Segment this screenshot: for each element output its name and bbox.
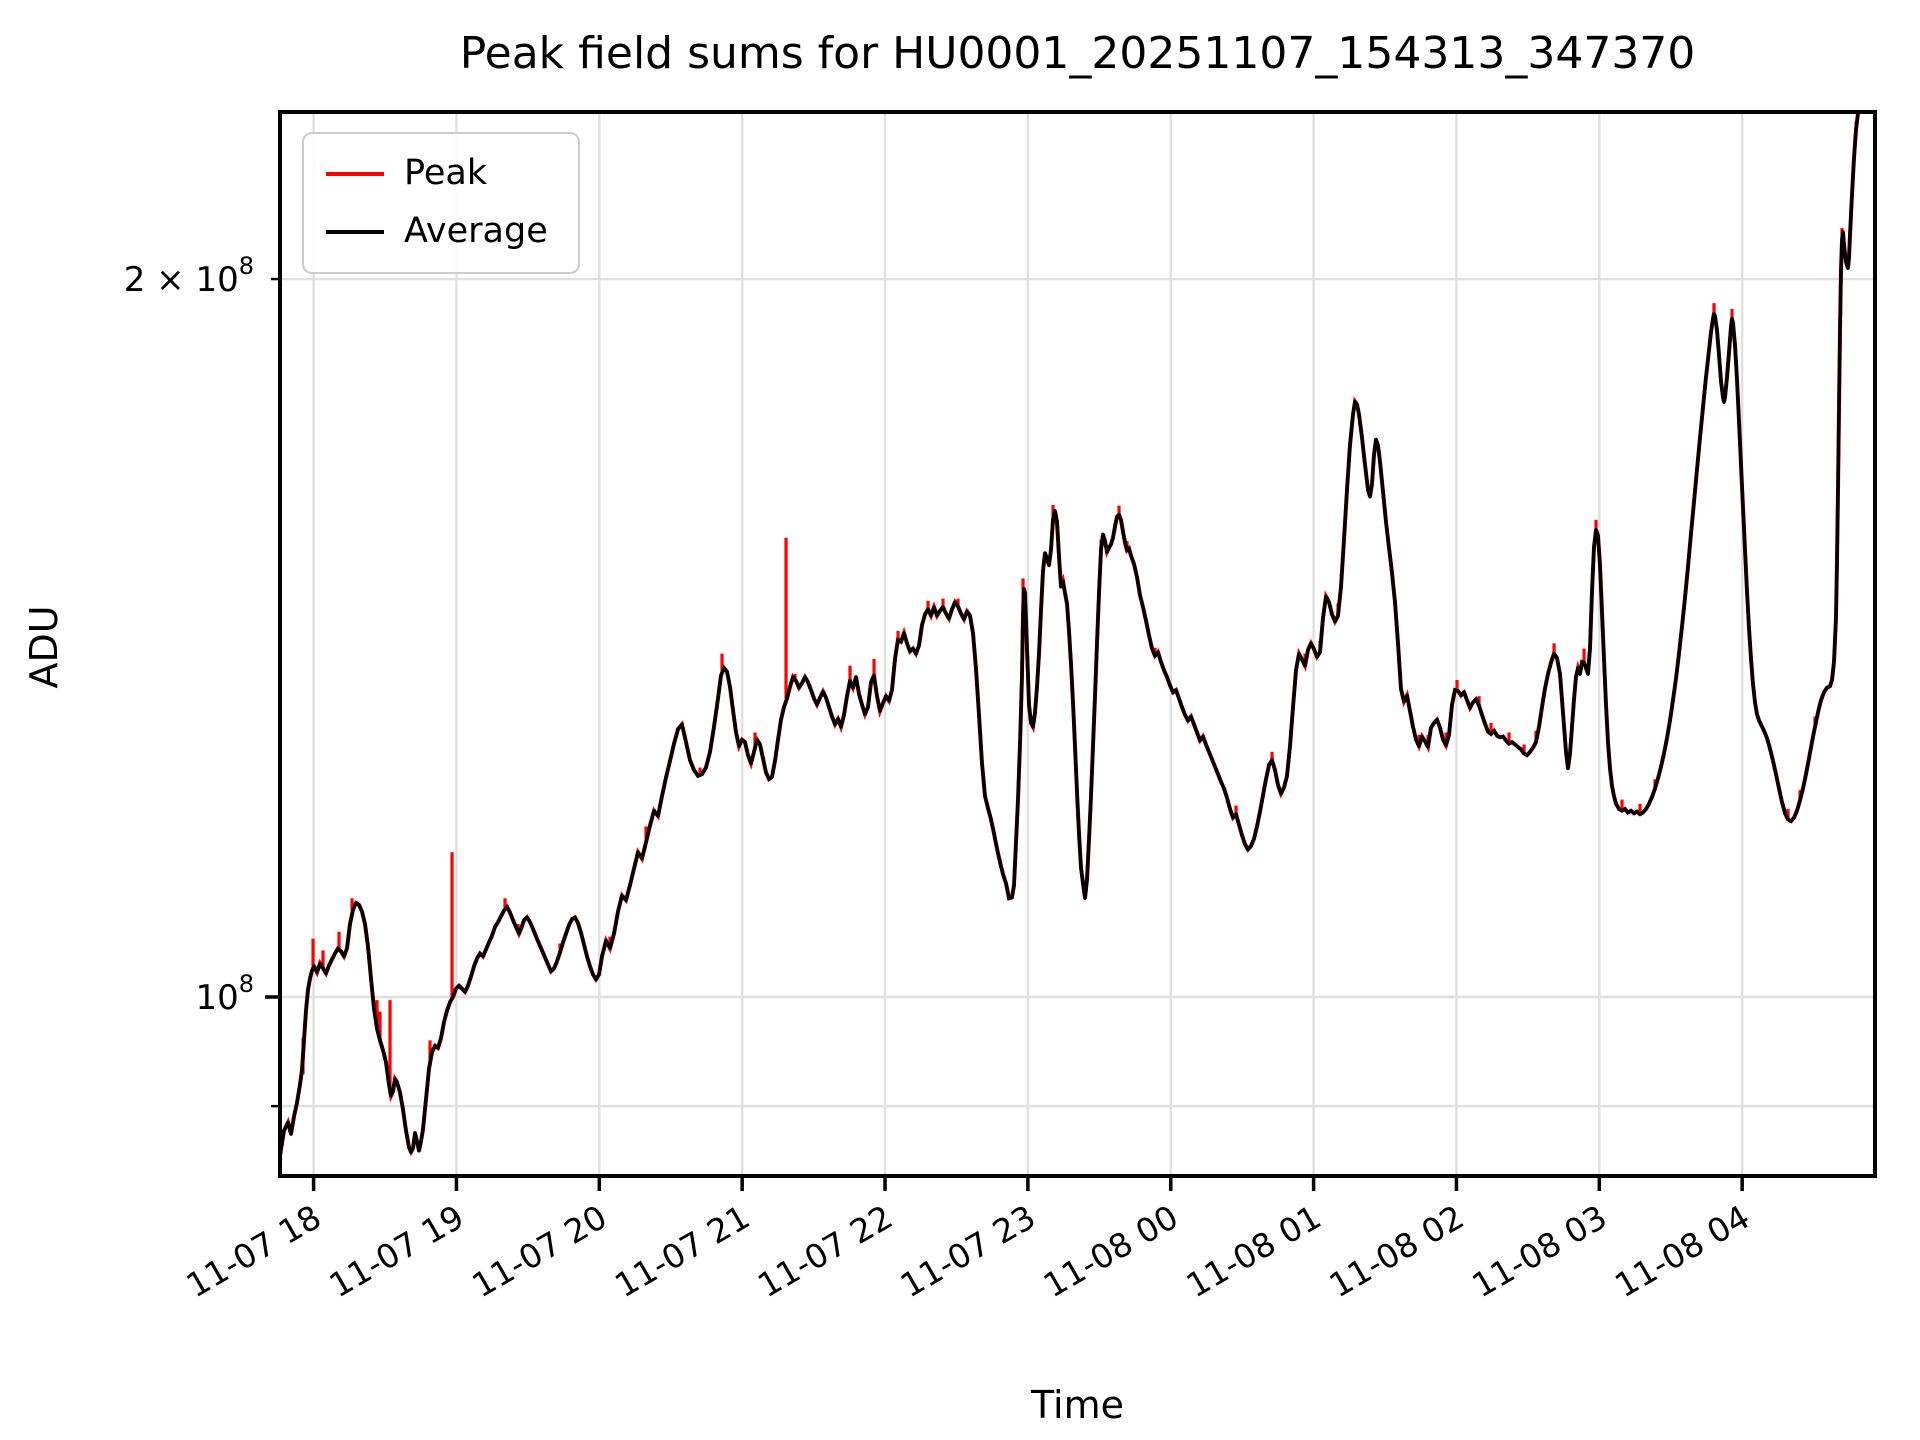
x-tick-label: 11-07 18 — [180, 1197, 328, 1305]
x-tick-label: 11-08 01 — [1180, 1197, 1328, 1305]
legend-item-average: Average — [326, 210, 548, 254]
x-tick-label: 11-08 00 — [1037, 1197, 1185, 1305]
legend-label-average: Average — [404, 210, 548, 251]
y-axis-label: ADU — [22, 605, 66, 689]
x-tick-label: 11-08 04 — [1608, 1197, 1756, 1305]
x-axis-label: Time — [1031, 1383, 1124, 1427]
x-tick-label: 11-07 22 — [751, 1197, 899, 1305]
y-tick-label: 108 — [195, 970, 254, 1018]
plot-frame — [278, 110, 1877, 1178]
x-tick-label: 11-07 20 — [465, 1197, 613, 1305]
average-line-swatch — [326, 229, 384, 234]
x-tick-label: 11-07 23 — [894, 1197, 1042, 1305]
x-tick-label: 11-08 02 — [1322, 1197, 1470, 1305]
legend-label-peak: Peak — [404, 153, 488, 193]
peak-line-swatch — [326, 171, 384, 176]
x-tick-label: 11-07 21 — [608, 1197, 756, 1305]
legend-item-peak: Peak — [326, 152, 548, 196]
x-tick-label: 11-08 03 — [1465, 1197, 1613, 1305]
legend: Peak Average — [302, 132, 580, 274]
chart-title: Peak field sums for HU0001_20251107_1543… — [459, 28, 1696, 79]
x-tick-label: 11-07 19 — [322, 1197, 470, 1305]
average-line — [280, 112, 1861, 1156]
y-tick-label: 2 × 108 — [124, 252, 254, 300]
